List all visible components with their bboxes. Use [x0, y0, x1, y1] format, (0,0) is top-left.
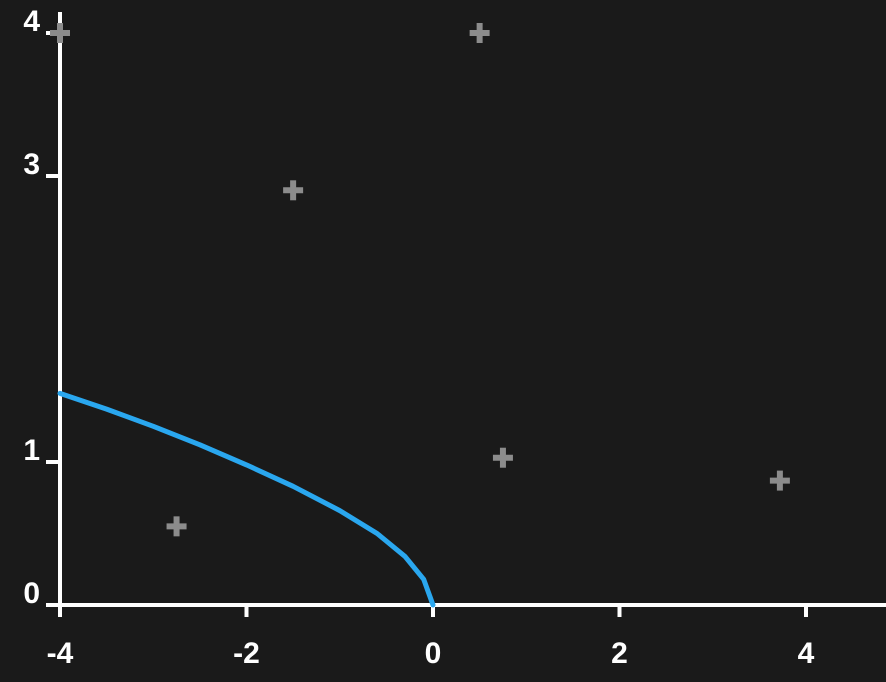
x-tick-label: -4: [47, 637, 74, 670]
y-tick-label: 0: [23, 577, 40, 610]
data-point: [166, 516, 187, 537]
series-line: [57, 390, 436, 608]
y-tick-label: 4: [23, 5, 40, 38]
y-tick-label: 1: [23, 434, 40, 467]
x-tick-label: 0: [425, 637, 442, 670]
data-point: [492, 447, 513, 468]
axes: [46, 12, 886, 617]
x-tick-label: -2: [233, 637, 260, 670]
data-point: [50, 23, 70, 43]
x-tick-label: 4: [798, 637, 815, 670]
y-tick-label: 3: [23, 148, 40, 181]
data-point: [769, 470, 790, 491]
data-point: [469, 23, 490, 43]
point-layer: [50, 23, 790, 537]
tick-labels: -4 -2 0 2 4 0 1 3 4: [23, 5, 814, 670]
x-tick-label: 2: [611, 637, 628, 670]
data-point: [283, 180, 304, 201]
line-layer: [57, 390, 436, 608]
